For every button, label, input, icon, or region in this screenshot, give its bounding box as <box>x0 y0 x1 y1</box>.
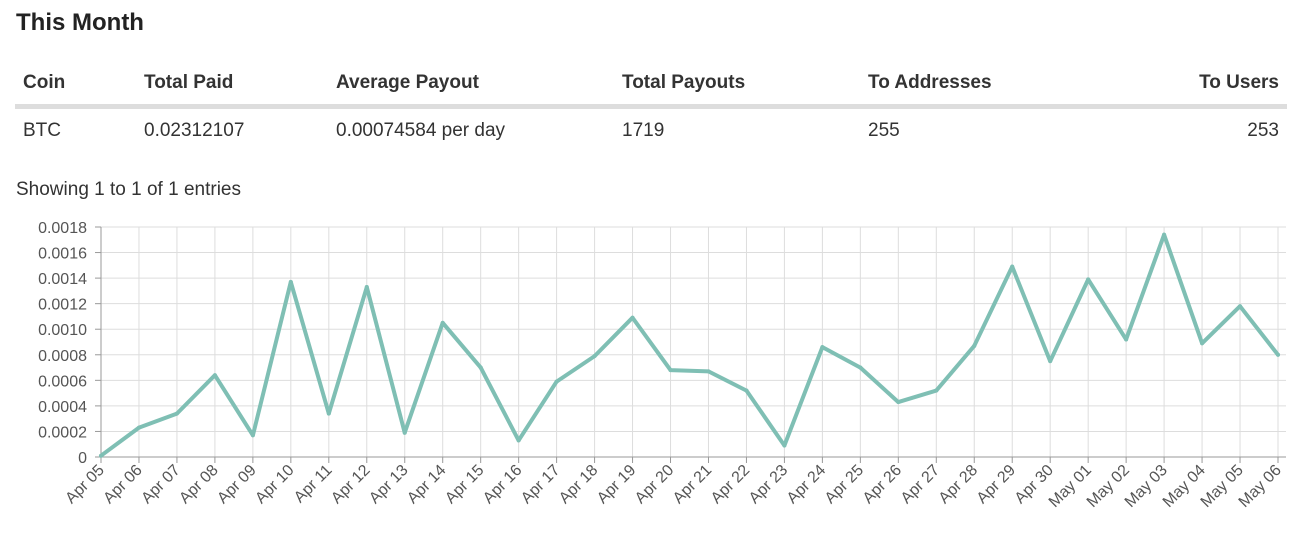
x-tick-label: Apr 13 <box>366 462 411 507</box>
data-point[interactable] <box>668 368 673 373</box>
data-point[interactable] <box>1162 232 1167 237</box>
table-header-row: Coin Total Paid Average Payout Total Pay… <box>15 64 1287 109</box>
data-point[interactable] <box>212 373 217 378</box>
y-tick-label: 0.0018 <box>38 220 87 237</box>
x-tick-label: Apr 19 <box>594 462 639 507</box>
cell-coin: BTC <box>23 120 61 141</box>
table-body: BTC 0.02312107 0.00074584 per day 1719 2… <box>15 107 1287 154</box>
data-point[interactable] <box>174 411 179 416</box>
x-tick-label: Apr 26 <box>860 462 905 507</box>
data-point[interactable] <box>554 379 559 384</box>
data-point[interactable] <box>820 345 825 350</box>
cell-average-payout: 0.00074584 per day <box>336 120 506 141</box>
data-point[interactable] <box>326 411 331 416</box>
x-tick-label: Apr 09 <box>214 462 259 507</box>
x-tick-label: Apr 27 <box>898 462 943 507</box>
data-point[interactable] <box>1124 337 1129 342</box>
column-header-to-users[interactable]: To Users <box>1106 64 1287 109</box>
data-point[interactable] <box>1238 304 1243 309</box>
data-point[interactable] <box>136 425 141 430</box>
payout-stats-table: Coin Total Paid Average Payout Total Pay… <box>15 64 1287 153</box>
x-tick-label: May 06 <box>1236 462 1285 511</box>
x-tick-label: Apr 23 <box>746 462 791 507</box>
y-tick-label: 0.0002 <box>38 424 87 441</box>
data-point[interactable] <box>402 430 407 435</box>
data-point[interactable] <box>592 354 597 359</box>
column-header-total-paid[interactable]: Total Paid <box>136 64 328 109</box>
series-line <box>99 232 1280 458</box>
data-point[interactable] <box>706 369 711 374</box>
data-point[interactable] <box>858 365 863 370</box>
cell-total-paid: 0.02312107 <box>144 120 245 141</box>
x-tick-label: Apr 24 <box>784 462 829 507</box>
x-tick-label: Apr 07 <box>138 462 183 507</box>
column-header-total-payouts[interactable]: Total Payouts <box>614 64 860 109</box>
table-header: Coin Total Paid Average Payout Total Pay… <box>15 64 1287 109</box>
table-entries-info: Showing 1 to 1 of 1 entries <box>16 179 241 200</box>
data-point[interactable] <box>1276 352 1280 357</box>
x-tick-label: Apr 11 <box>291 462 336 507</box>
x-tick-label: Apr 08 <box>176 462 221 507</box>
x-tick-label: Apr 05 <box>62 462 107 507</box>
data-point[interactable] <box>972 343 977 348</box>
data-point[interactable] <box>288 279 293 284</box>
x-tick-label: Apr 29 <box>974 462 1019 507</box>
y-tick-label: 0.0014 <box>38 271 87 288</box>
data-point[interactable] <box>1200 341 1205 346</box>
x-tick-label: Apr 16 <box>480 462 525 507</box>
x-tick-label: Apr 21 <box>670 462 715 507</box>
column-header-average-payout[interactable]: Average Payout <box>328 64 614 109</box>
y-tick-label: 0.0010 <box>38 322 87 339</box>
data-point[interactable] <box>364 285 369 290</box>
data-point[interactable] <box>478 365 483 370</box>
cell-to-users: 253 <box>1247 120 1279 141</box>
data-point[interactable] <box>1086 277 1091 282</box>
data-point[interactable] <box>896 400 901 405</box>
data-point[interactable] <box>934 388 939 393</box>
payout-line-chart: 0 0.0002 0.0004 0.0006 0.0008 0.0010 0.0012 0.0… <box>0 215 1315 547</box>
data-point[interactable] <box>516 438 521 443</box>
x-tick-label: Apr 14 <box>404 462 449 507</box>
data-point[interactable] <box>250 433 255 438</box>
data-point[interactable] <box>1048 359 1053 364</box>
x-tick-label: Apr 10 <box>252 462 297 507</box>
x-tick-label: Apr 06 <box>100 462 145 507</box>
x-tick-label: Apr 15 <box>442 462 487 507</box>
y-tick-label: 0 <box>78 450 87 467</box>
x-tick-label: Apr 25 <box>822 462 867 507</box>
cell-total-payouts: 1719 <box>622 120 665 141</box>
section-title: This Month <box>16 9 144 36</box>
y-tick-label: 0.0016 <box>38 246 87 263</box>
data-point[interactable] <box>630 315 635 320</box>
x-tick-label: Apr 20 <box>632 462 677 507</box>
x-tick-label: Apr 28 <box>936 462 981 507</box>
y-tick-label: 0.0008 <box>38 348 87 365</box>
column-header-to-addresses[interactable]: To Addresses <box>860 64 1106 109</box>
cell-to-addresses: 255 <box>868 120 900 141</box>
column-header-coin[interactable]: Coin <box>15 64 136 109</box>
data-point[interactable] <box>782 443 787 448</box>
data-point[interactable] <box>99 453 103 458</box>
table-row: BTC 0.02312107 0.00074584 per day 1719 2… <box>15 107 1287 154</box>
y-tick-label: 0.0006 <box>38 373 87 390</box>
x-tick-label: Apr 18 <box>556 462 601 507</box>
x-tick-label: Apr 17 <box>518 462 563 507</box>
y-tick-label: 0.0004 <box>38 399 87 416</box>
x-tick-label: Apr 12 <box>328 462 373 507</box>
data-point[interactable] <box>440 320 445 325</box>
data-point[interactable] <box>1010 264 1015 269</box>
y-tick-label: 0.0012 <box>38 297 87 314</box>
data-point[interactable] <box>744 388 749 393</box>
x-tick-label: Apr 22 <box>708 462 753 507</box>
chart-svg: 0 0.0002 0.0004 0.0006 0.0008 0.0010 0.0012 0.0… <box>38 220 1286 511</box>
